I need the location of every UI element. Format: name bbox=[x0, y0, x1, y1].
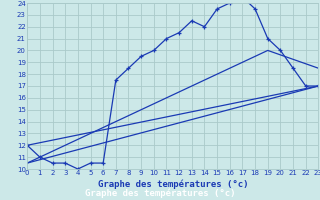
Text: Graphe des températures (°c): Graphe des températures (°c) bbox=[85, 189, 235, 198]
X-axis label: Graphe des températures (°c): Graphe des températures (°c) bbox=[98, 179, 248, 189]
